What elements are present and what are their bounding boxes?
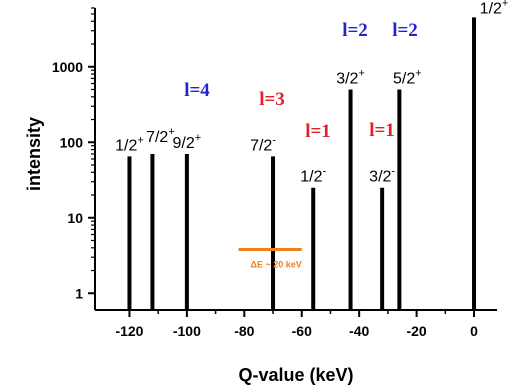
y-tick-label: 10 (67, 210, 83, 226)
x-tick-label: -120 (115, 323, 143, 339)
x-tick-label: 0 (470, 323, 478, 339)
spin-label: 7/2+ (146, 126, 175, 146)
l-annotation: l=1 (369, 120, 395, 141)
x-tick-label: -60 (292, 323, 312, 339)
spin-label: 3/2+ (336, 67, 365, 87)
x-tick-label: -20 (406, 323, 426, 339)
x-tick-label: -100 (173, 323, 201, 339)
x-tick-label: -40 (349, 323, 369, 339)
spin-label: 7/2- (250, 134, 276, 154)
spin-label: 1/2+ (115, 134, 144, 154)
bars-layer (127, 17, 477, 310)
y-axis-title: intensity (24, 117, 44, 191)
l-annotation: l=1 (305, 121, 331, 142)
spin-label: 1/2+ (480, 0, 509, 17)
axes-layer: -120 -100 -80 -60 -40 -20 0 1 10 100 1000 Q-value (… (24, 7, 497, 385)
y-tick-label: 100 (60, 134, 84, 150)
x-axis-title: Q-value (keV) (238, 365, 353, 385)
l-annotation: l=2 (342, 20, 368, 41)
labels-layer: 1/2+ 7/2+9/2+ 7/2-1/2-3/2+3/2-5/2+1/2+l=4 l… (115, 0, 508, 269)
x-tick-label: -80 (234, 323, 254, 339)
y-tick-label: 1 (75, 285, 83, 301)
spin-label: 5/2+ (393, 67, 422, 87)
y-tick-label: 1000 (52, 59, 83, 75)
l-annotation: l=3 (259, 89, 285, 110)
l-annotation: l=4 (184, 80, 210, 101)
resolution-label: ΔE ~ 20 keV (251, 259, 302, 269)
l-annotation: l=2 (392, 20, 418, 41)
spin-label: 3/2- (369, 166, 395, 186)
spin-label: 9/2+ (173, 132, 202, 152)
spin-label: 1/2- (300, 166, 326, 186)
